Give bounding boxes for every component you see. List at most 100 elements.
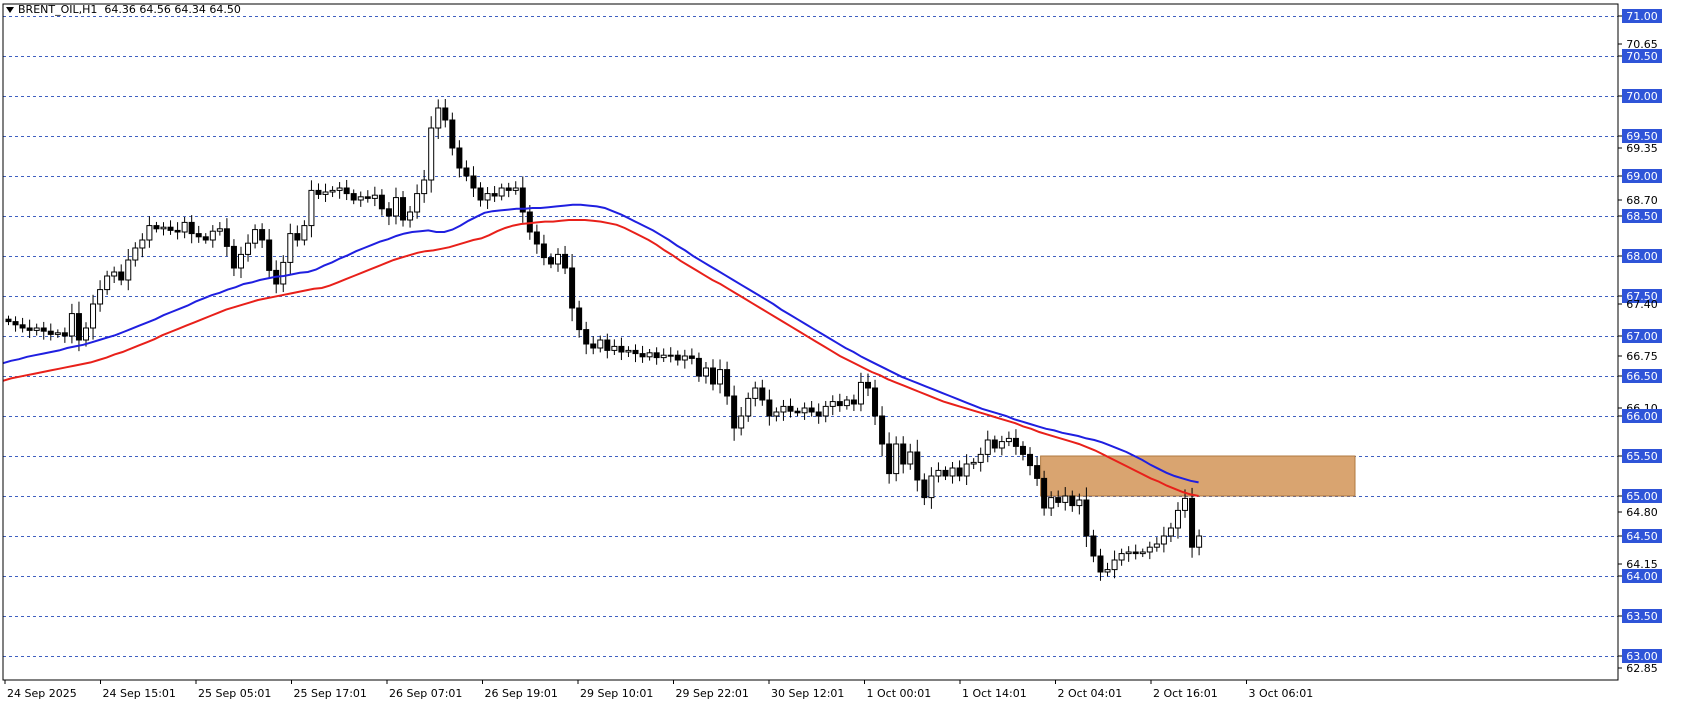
bear-candle	[639, 353, 646, 358]
bear-candle	[153, 225, 160, 230]
symbol-label: BRENT_OIL,H1	[18, 3, 98, 16]
bull-candle	[555, 253, 562, 265]
bull-candle	[667, 354, 674, 357]
y-tick-label: 63.50	[1626, 610, 1658, 623]
bear-candle	[477, 187, 484, 201]
price-level-badge	[1622, 49, 1662, 63]
symbol-header[interactable]: BRENT_OIL,H1 64.36 64.56 64.34 64.50	[6, 3, 241, 16]
price-level-badge	[1622, 409, 1662, 423]
bear-candle	[710, 367, 716, 385]
bull-candle	[780, 405, 787, 413]
bear-candle	[118, 271, 125, 281]
price-level-badge	[1622, 649, 1662, 663]
price-level-badge	[1622, 609, 1662, 623]
bull-candle	[681, 355, 688, 361]
bull-candle	[893, 443, 900, 475]
bear-candle	[449, 119, 456, 149]
x-tick-label: 1 Oct 00:01	[867, 687, 932, 700]
bull-candle	[68, 313, 75, 337]
triangle-down-icon[interactable]	[6, 7, 14, 13]
bear-candle	[879, 415, 886, 445]
bear-candle	[991, 439, 998, 449]
bear-candle	[315, 189, 322, 195]
bull-candle	[111, 271, 118, 277]
bear-candle	[562, 253, 569, 269]
bull-candle	[125, 259, 132, 281]
bear-candle	[188, 221, 195, 235]
bear-candle	[230, 245, 237, 269]
y-tick-label: 69.00	[1626, 170, 1658, 183]
bear-candle	[759, 387, 766, 401]
bear-candle	[569, 267, 576, 309]
bull-candle	[1062, 495, 1069, 503]
bull-candle	[498, 187, 505, 197]
bear-candle	[19, 324, 26, 329]
x-tick-label: 1 Oct 14:01	[962, 687, 1027, 700]
price-level-badge	[1622, 169, 1662, 183]
bear-candle	[794, 410, 801, 414]
bull-candle	[139, 239, 146, 249]
bull-candle	[435, 107, 442, 129]
bull-candle	[428, 127, 435, 181]
x-tick-label: 2 Oct 16:01	[1153, 687, 1218, 700]
bear-candle	[294, 233, 301, 241]
y-tick-label: 65.00	[1626, 490, 1658, 503]
price-level-badge	[1622, 249, 1662, 263]
bear-candle	[1189, 497, 1196, 548]
bear-candle	[75, 313, 82, 341]
bull-candle	[322, 191, 329, 195]
bear-candle	[1055, 497, 1062, 503]
x-tick-label: 30 Sep 12:01	[771, 687, 844, 700]
bear-candle	[491, 193, 498, 197]
bear-candle	[519, 187, 526, 213]
y-tick-label: 68.70	[1626, 194, 1658, 207]
bull-candle	[280, 261, 287, 285]
bull-candle	[963, 463, 970, 477]
zone-layer	[1040, 455, 1356, 497]
bear-candle	[674, 354, 681, 361]
bear-candle	[61, 332, 68, 337]
x-tick-label: 29 Sep 10:01	[580, 687, 653, 700]
bull-candle	[1182, 497, 1189, 511]
bull-candle	[1153, 543, 1160, 548]
y-tick-label: 64.80	[1626, 506, 1658, 519]
y-tick-label: 65.50	[1626, 450, 1658, 463]
bull-candle	[970, 461, 977, 465]
x-tick-label: 25 Sep 17:01	[294, 687, 367, 700]
bear-candle	[921, 479, 928, 499]
bull-candle	[97, 289, 104, 305]
bear-candle	[202, 236, 209, 241]
bear-candle	[400, 197, 407, 221]
bull-candle	[1005, 437, 1012, 443]
grid-layer	[3, 16, 1618, 657]
bull-candle	[801, 407, 808, 414]
bear-candle	[1097, 555, 1104, 573]
bear-candle	[364, 196, 371, 199]
bull-candle	[484, 193, 491, 201]
price-level-badge	[1622, 529, 1662, 543]
bull-candle	[1167, 527, 1174, 537]
bear-candle	[12, 321, 19, 326]
bull-candle	[237, 253, 244, 269]
bull-candle	[181, 221, 188, 233]
bear-candle	[470, 175, 477, 189]
y-tick-label: 66.00	[1626, 410, 1658, 423]
y-tick-label: 67.40	[1626, 298, 1658, 311]
bear-candle	[864, 381, 871, 389]
bull-candle	[336, 187, 343, 191]
bear-candle	[1069, 495, 1076, 507]
bull-candle	[1048, 497, 1055, 509]
bull-candle	[773, 411, 780, 417]
bear-candle	[695, 357, 702, 377]
y-tick-label: 64.00	[1626, 570, 1658, 583]
bull-candle	[371, 194, 378, 199]
bull-candle	[216, 228, 223, 232]
bear-candle	[766, 399, 773, 417]
candle-layer	[5, 99, 1203, 581]
bull-candle	[1104, 569, 1111, 573]
bull-candle	[702, 367, 709, 377]
y-tick-label: 64.50	[1626, 530, 1658, 543]
moving-average-blue	[2, 203, 1199, 484]
ohlc-readout: 64.36 64.56 64.34 64.50	[104, 3, 241, 16]
